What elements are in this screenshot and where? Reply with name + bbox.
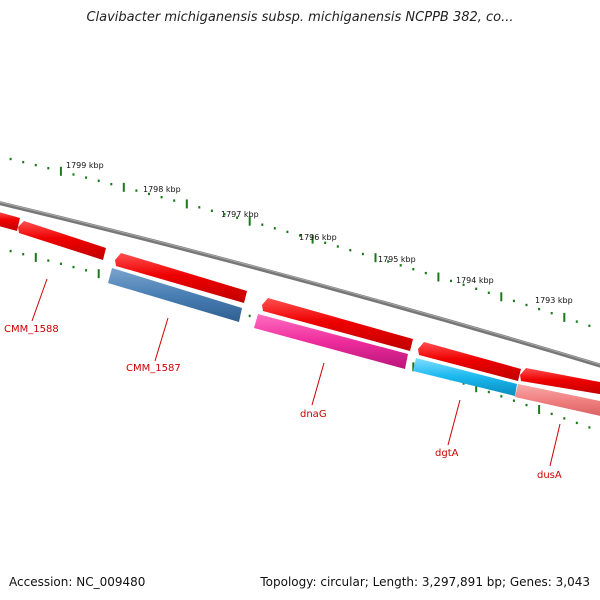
- gene-feature-dgta[interactable]: [413, 358, 517, 396]
- leader-line: [311, 362, 325, 406]
- kbp-label: 1794 kbp: [456, 276, 494, 285]
- gene-label-cmm-1588[interactable]: CMM_1588: [4, 324, 59, 335]
- leader-line: [549, 423, 561, 467]
- gene-feature-dusa[interactable]: [515, 384, 600, 417]
- gene-labels: CMM_1588 CMM_1587 dnaG dgtA dusA: [4, 324, 562, 481]
- accession-info: Accession: NC_009480: [9, 575, 146, 589]
- leader-line: [31, 278, 48, 322]
- gene-feature-track: [108, 268, 600, 417]
- outer-tick-ring: [9, 157, 591, 327]
- cds-feature[interactable]: [262, 298, 413, 351]
- gene-label-cmm-1587[interactable]: CMM_1587: [126, 363, 181, 374]
- leader-line: [154, 317, 169, 362]
- gene-label-dnag[interactable]: dnaG: [300, 409, 327, 420]
- kbp-label: 1798 kbp: [143, 185, 181, 194]
- forward-cds-track: [0, 211, 600, 395]
- gene-label-dusa[interactable]: dusA: [537, 470, 562, 481]
- cds-feature[interactable]: [18, 221, 106, 260]
- leader-line: [447, 399, 461, 446]
- map-title: Clavibacter michiganensis subsp. michiga…: [86, 10, 514, 25]
- gene-label-dgta[interactable]: dgtA: [435, 448, 459, 459]
- kbp-label: 1797 kbp: [221, 210, 259, 219]
- kbp-label: 1795 kbp: [378, 255, 416, 264]
- gene-label-leaders: [31, 278, 561, 467]
- cds-feature[interactable]: [418, 342, 521, 381]
- gene-feature-cmm-1587[interactable]: [108, 268, 242, 322]
- kbp-label: 1793 kbp: [535, 296, 573, 305]
- cds-feature[interactable]: [520, 368, 600, 395]
- kbp-label: 1799 kbp: [66, 161, 104, 170]
- gene-feature-dnag[interactable]: [254, 314, 408, 369]
- cds-feature[interactable]: [0, 211, 20, 231]
- genome-backbone: [0, 201, 600, 368]
- cds-feature[interactable]: [115, 253, 247, 303]
- kbp-label: 1796 kbp: [299, 233, 337, 242]
- kbp-labels: 1799 kbp 1798 kbp 1797 kbp 1796 kbp 1795…: [66, 161, 573, 305]
- genome-summary: Topology: circular; Length: 3,297,891 bp…: [260, 575, 590, 589]
